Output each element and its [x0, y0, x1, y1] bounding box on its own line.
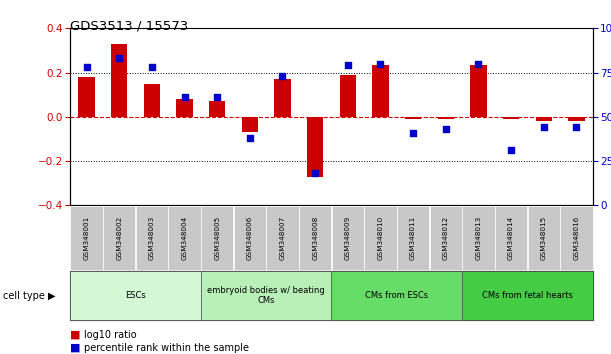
Text: ■: ■	[70, 343, 81, 353]
Bar	[266, 206, 299, 270]
Bar	[535, 117, 552, 121]
Text: GSM348009: GSM348009	[345, 216, 351, 260]
Bar	[331, 271, 462, 320]
Text: GSM348001: GSM348001	[84, 216, 90, 260]
Bar	[177, 99, 192, 117]
Bar	[568, 117, 585, 121]
Bar	[144, 84, 160, 117]
Bar	[503, 117, 519, 119]
Text: CMs from ESCs: CMs from ESCs	[365, 291, 428, 300]
Point	[147, 64, 157, 70]
Bar	[169, 206, 200, 270]
Point	[408, 130, 418, 136]
Text: GSM348012: GSM348012	[443, 216, 448, 260]
Bar	[364, 206, 397, 270]
Bar	[274, 79, 291, 117]
Bar	[242, 117, 258, 132]
Bar	[560, 206, 593, 270]
Bar	[103, 206, 136, 270]
Point	[343, 63, 353, 68]
Bar	[372, 65, 389, 117]
Text: GSM348008: GSM348008	[312, 216, 318, 260]
Point	[474, 61, 483, 67]
Point	[180, 95, 189, 100]
Text: GSM348011: GSM348011	[410, 216, 416, 260]
Text: GSM348006: GSM348006	[247, 216, 253, 260]
Text: cell type ▶: cell type ▶	[3, 291, 56, 301]
Text: GSM348002: GSM348002	[116, 216, 122, 260]
Text: ■: ■	[70, 330, 81, 339]
Bar	[70, 206, 103, 270]
Point	[539, 125, 549, 130]
Bar	[70, 271, 201, 320]
Bar	[437, 117, 454, 119]
Bar	[307, 117, 323, 177]
Point	[212, 95, 222, 100]
Text: GSM348005: GSM348005	[214, 216, 220, 260]
Bar	[527, 206, 560, 270]
Bar	[495, 206, 527, 270]
Point	[114, 56, 124, 61]
Bar	[332, 206, 364, 270]
Text: log10 ratio: log10 ratio	[84, 330, 137, 339]
Bar	[136, 206, 168, 270]
Text: CMs from fetal hearts: CMs from fetal hearts	[482, 291, 573, 300]
Text: GSM348016: GSM348016	[573, 216, 579, 260]
Point	[245, 135, 255, 141]
Bar	[78, 77, 95, 117]
Text: GSM348007: GSM348007	[279, 216, 285, 260]
Bar	[405, 117, 421, 119]
Bar	[397, 206, 430, 270]
Text: GSM348013: GSM348013	[475, 216, 481, 260]
Bar	[209, 101, 225, 117]
Text: percentile rank within the sample: percentile rank within the sample	[84, 343, 249, 353]
Point	[506, 148, 516, 153]
Bar	[430, 206, 462, 270]
Bar	[233, 206, 266, 270]
Point	[571, 125, 581, 130]
Bar	[111, 44, 128, 117]
Point	[376, 61, 386, 67]
Text: GSM348015: GSM348015	[541, 216, 547, 260]
Text: GSM348010: GSM348010	[378, 216, 384, 260]
Bar	[201, 206, 233, 270]
Bar	[462, 271, 593, 320]
Text: GSM348004: GSM348004	[181, 216, 188, 260]
Text: GSM348014: GSM348014	[508, 216, 514, 260]
Text: GSM348003: GSM348003	[149, 216, 155, 260]
Bar	[340, 75, 356, 117]
Text: GDS3513 / 15573: GDS3513 / 15573	[70, 19, 189, 33]
Point	[310, 171, 320, 176]
Bar	[470, 65, 486, 117]
Point	[441, 126, 451, 132]
Text: embryoid bodies w/ beating
CMs: embryoid bodies w/ beating CMs	[207, 286, 325, 305]
Point	[82, 64, 92, 70]
Point	[277, 73, 287, 79]
Bar	[463, 206, 494, 270]
Bar	[299, 206, 331, 270]
Text: ESCs: ESCs	[125, 291, 146, 300]
Bar	[201, 271, 331, 320]
